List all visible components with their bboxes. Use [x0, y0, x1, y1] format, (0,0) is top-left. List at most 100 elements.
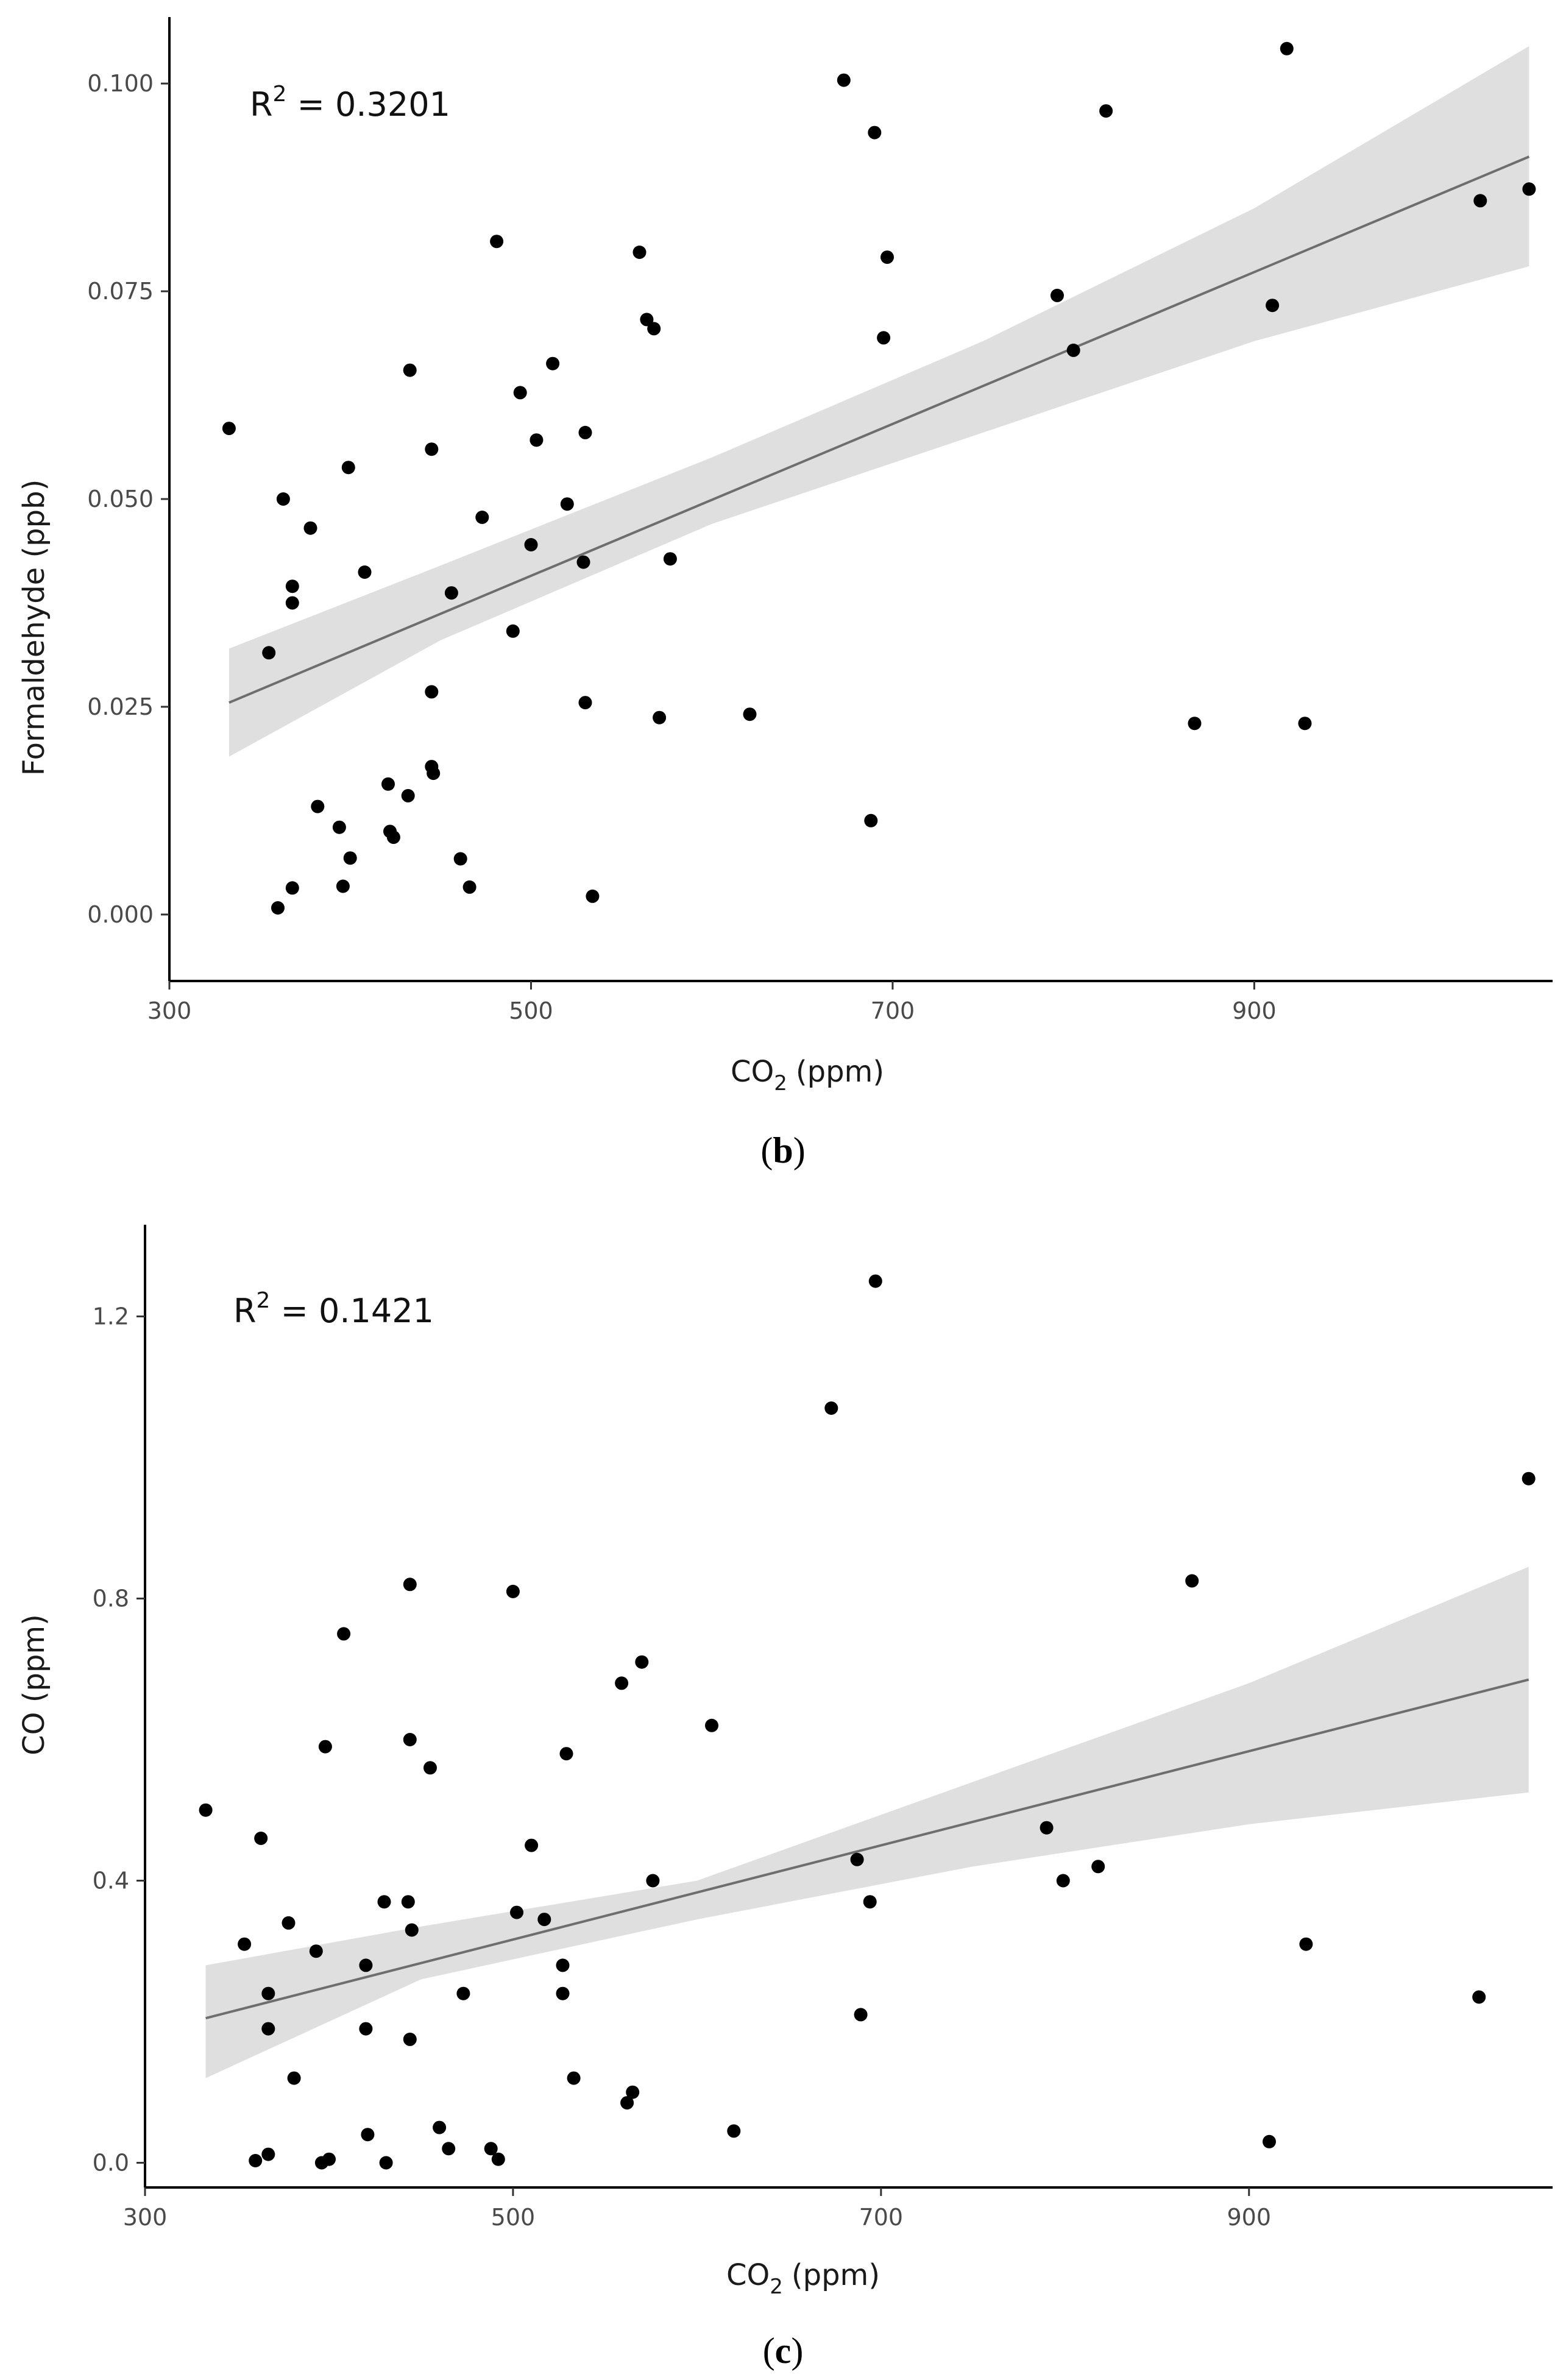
data-point: [287, 2071, 301, 2085]
data-point: [403, 1733, 417, 1746]
y-tick-label: 0.8: [93, 1585, 129, 1612]
data-point: [513, 386, 527, 400]
x-tick-label: 900: [1227, 2204, 1271, 2231]
data-point: [403, 1578, 417, 1592]
data-point: [663, 552, 677, 566]
data-point: [262, 646, 276, 660]
data-point: [559, 1747, 573, 1761]
data-point: [1280, 41, 1294, 55]
regression-line: [205, 1678, 1529, 2020]
panel-label: (c): [763, 2331, 804, 2371]
data-point: [506, 1584, 520, 1598]
data-point: [386, 831, 400, 845]
data-point: [1040, 1821, 1054, 1835]
data-point: [332, 820, 346, 834]
data-point: [442, 2142, 456, 2156]
data-point: [863, 1895, 877, 1909]
data-point: [864, 813, 878, 827]
data-point: [311, 799, 325, 813]
x-tick-label: 500: [491, 2204, 536, 2231]
data-point: [880, 250, 894, 264]
data-point: [743, 707, 757, 721]
data-point: [405, 1923, 419, 1937]
x-tick-label: 300: [123, 2204, 168, 2231]
data-point: [556, 1986, 570, 2000]
data-point: [401, 788, 415, 802]
r-squared-base: R: [233, 1292, 257, 1330]
x-axis-title-main: CO: [731, 1055, 774, 1089]
data-point: [261, 2022, 275, 2036]
data-point: [425, 685, 439, 699]
r-squared-base: R: [250, 85, 273, 124]
y-tick-label: 0.050: [87, 486, 154, 512]
data-point: [462, 880, 477, 894]
data-point: [653, 710, 667, 724]
y-tick-label: 0.100: [87, 70, 154, 97]
data-point: [276, 492, 290, 506]
data-point: [358, 565, 372, 579]
data-point: [427, 767, 441, 781]
data-point: [1472, 1990, 1486, 2004]
data-point: [546, 356, 560, 370]
data-point: [254, 1832, 268, 1845]
data-point: [425, 442, 439, 456]
data-point: [381, 777, 395, 791]
data-point: [727, 2124, 741, 2138]
data-point: [491, 2152, 505, 2166]
x-tick-label: 900: [1232, 997, 1277, 1024]
data-point: [615, 1676, 629, 1690]
data-point: [1188, 717, 1202, 731]
data-point: [337, 1627, 351, 1641]
r-squared-sup: 2: [273, 82, 287, 107]
data-point: [620, 2096, 634, 2110]
data-point: [484, 2142, 498, 2156]
data-point: [1185, 1574, 1199, 1588]
data-point: [285, 881, 299, 895]
data-point: [359, 1958, 373, 1972]
x-axis-title-sub: 2: [774, 1071, 787, 1096]
data-point: [282, 1916, 296, 1930]
data-point: [359, 2022, 373, 2036]
data-point: [510, 1905, 523, 1919]
data-point: [343, 851, 357, 865]
data-point: [578, 425, 592, 439]
data-point: [453, 852, 467, 866]
data-point: [403, 2032, 417, 2046]
data-point: [646, 1874, 660, 1888]
data-point: [576, 555, 590, 569]
r-squared-value: = 0.3201: [286, 85, 450, 124]
y-tick-label: 0.000: [87, 901, 154, 928]
confidence-band: [229, 46, 1529, 757]
panel-letter: c: [775, 2331, 792, 2371]
data-point: [341, 461, 355, 475]
data-point: [1091, 1860, 1105, 1874]
x-tick-label: 700: [859, 2204, 904, 2231]
data-point: [556, 1958, 570, 1972]
y-tick-label: 0.075: [87, 278, 154, 305]
panel-label: (b): [760, 1130, 805, 1171]
data-point: [530, 433, 544, 447]
y-tick-label: 1.2: [93, 1303, 129, 1330]
x-axis-title-sub: 2: [770, 2275, 783, 2299]
data-point: [578, 696, 592, 710]
data-point: [1473, 194, 1487, 208]
y-tick-label: 0.0: [93, 2149, 129, 2176]
data-point: [1099, 104, 1113, 118]
x-axis-title: CO2 (ppm): [726, 2258, 880, 2299]
x-axis-title: CO2 (ppm): [731, 1055, 884, 1096]
x-tick-label: 300: [147, 997, 192, 1024]
data-point: [537, 1913, 551, 1927]
data-point: [361, 2128, 375, 2142]
data-point: [586, 889, 600, 903]
data-point: [1522, 1472, 1536, 1486]
data-point: [379, 2156, 393, 2170]
x-axis-title-main: CO: [726, 2258, 770, 2292]
data-point: [1050, 288, 1064, 302]
data-point: [377, 1895, 391, 1909]
data-point: [403, 363, 417, 377]
data-point: [868, 1274, 882, 1288]
regression-line: [229, 155, 1530, 704]
data-point: [640, 313, 654, 327]
